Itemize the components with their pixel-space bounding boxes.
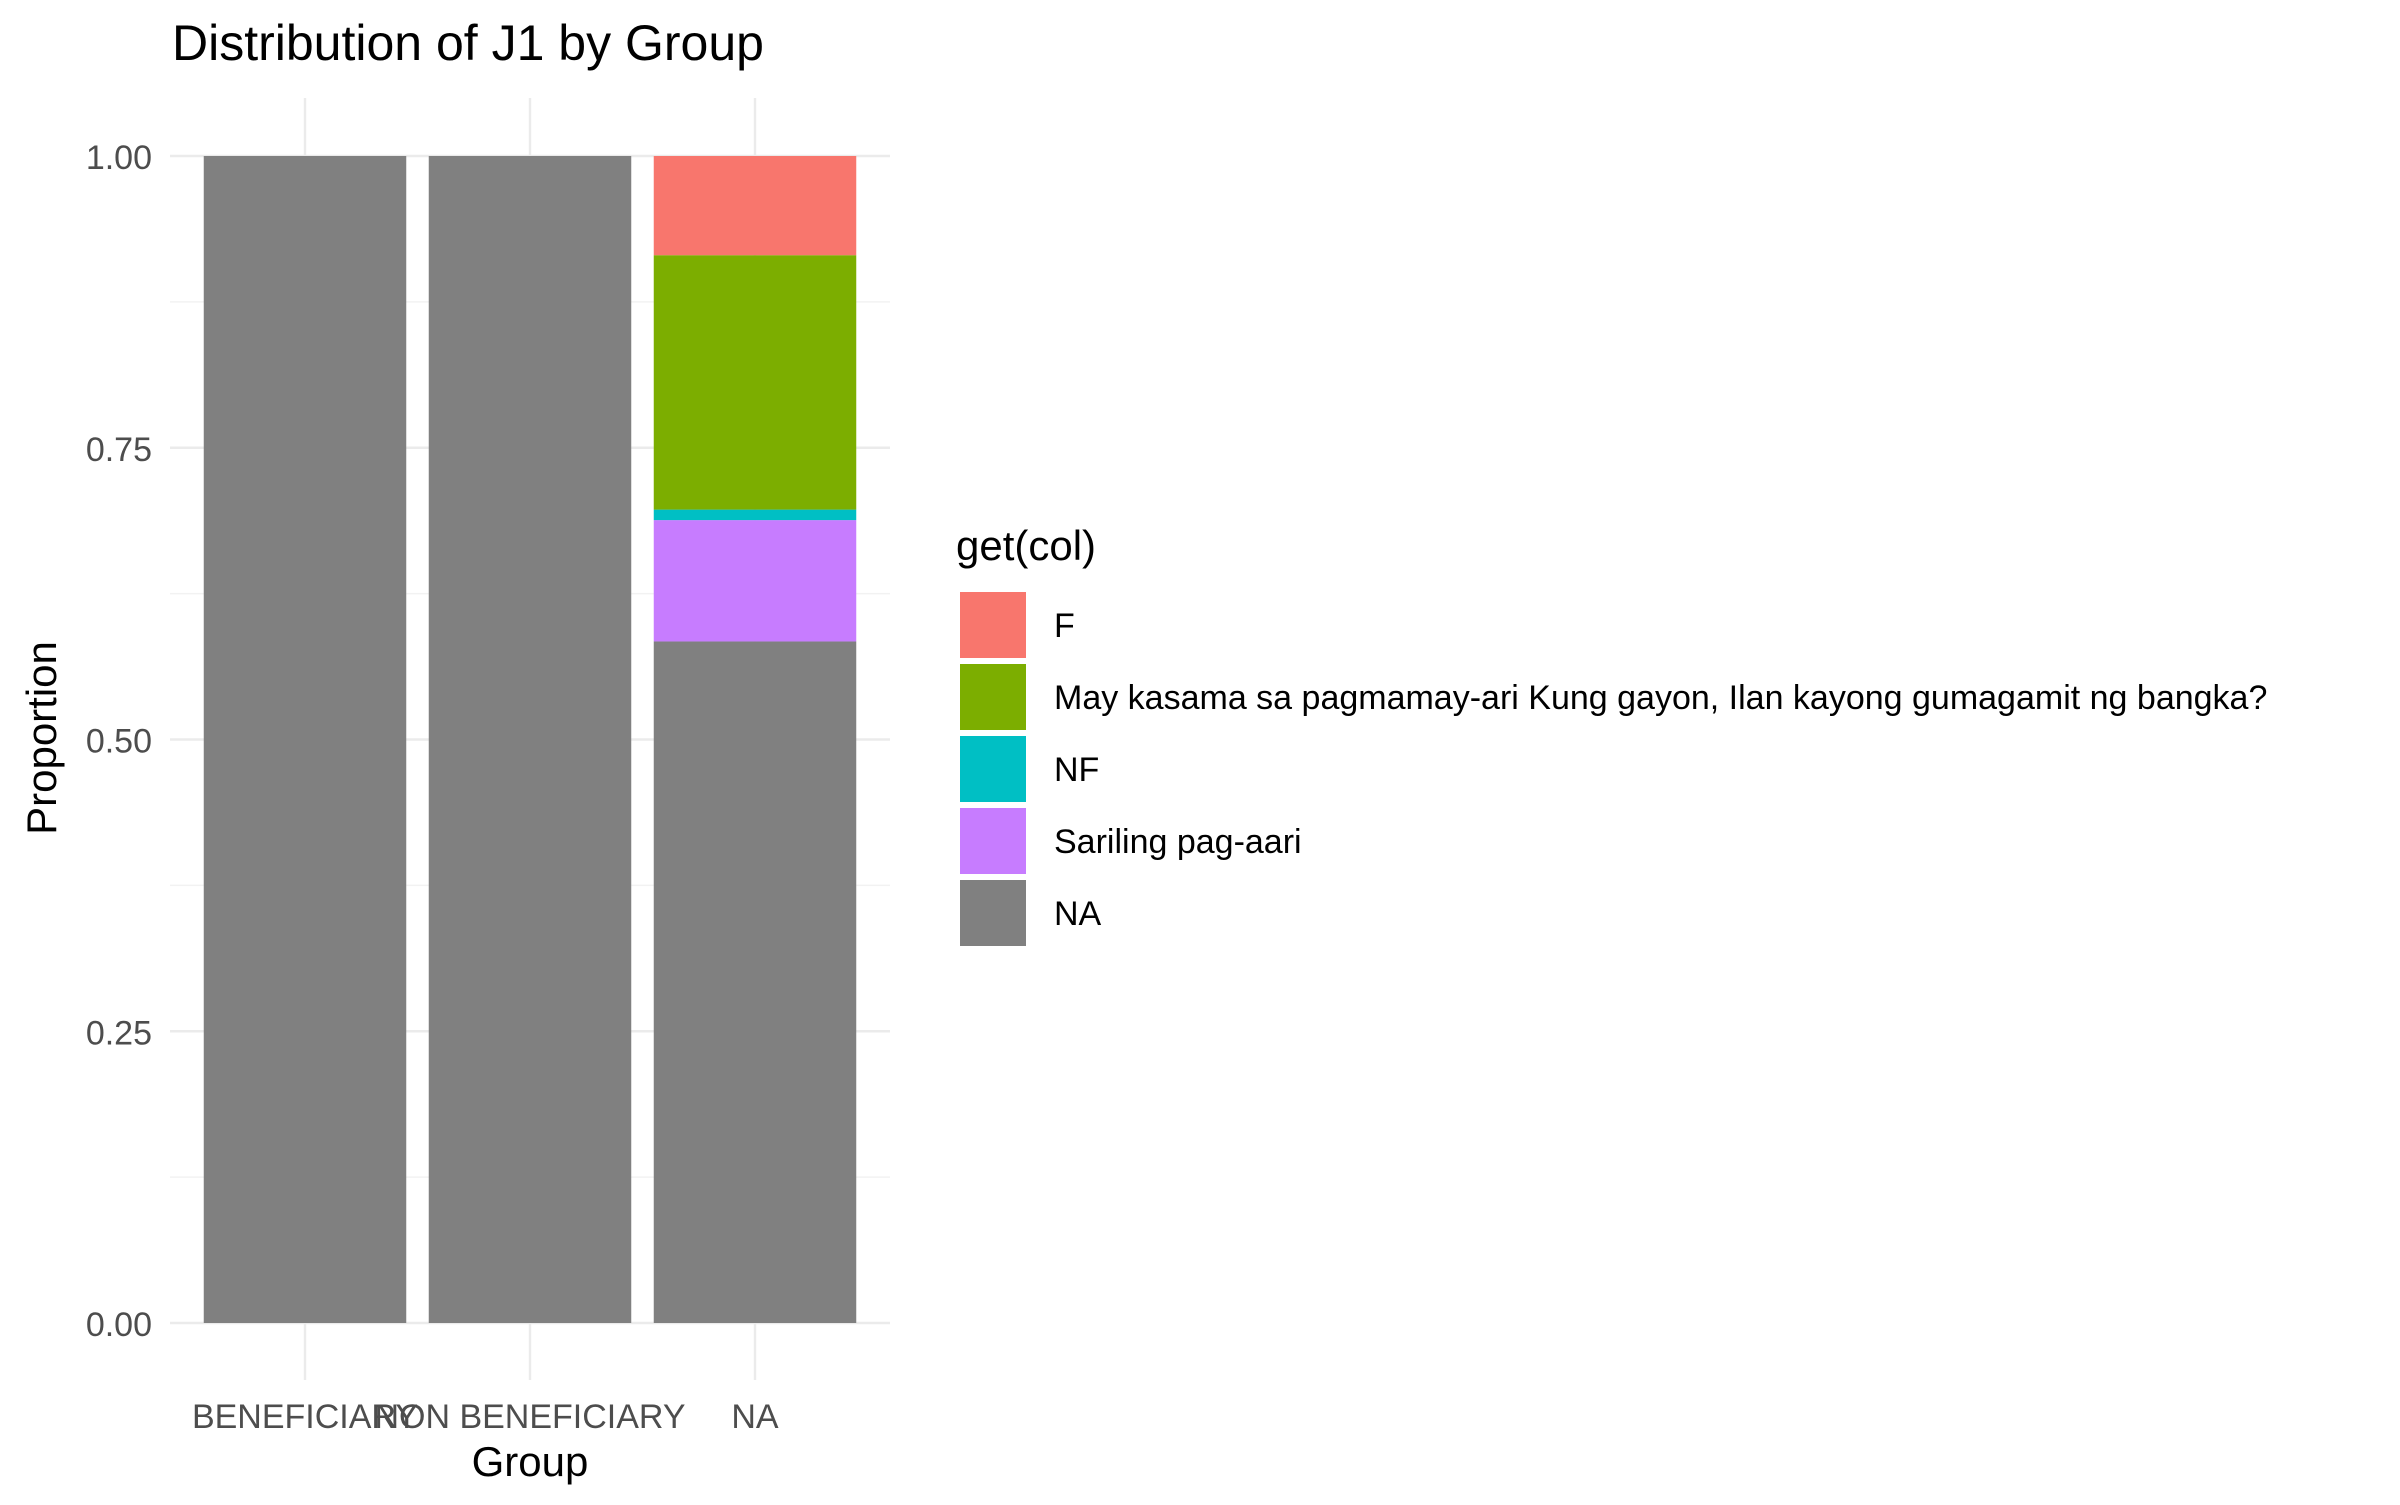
x-tick-label: NON BENEFICIARY: [374, 1398, 685, 1436]
legend-label: NA: [1054, 895, 1102, 933]
legend-label: Sariling pag-aari: [1054, 823, 1302, 861]
legend-label: NF: [1054, 751, 1099, 789]
bars: [203, 156, 857, 1323]
y-axis-label: Proportion: [18, 641, 65, 835]
bar-segment-3-4: [653, 255, 857, 510]
bar-segment-2-1: [428, 156, 632, 1323]
legend-key: [960, 736, 1026, 802]
legend-key: [960, 592, 1026, 658]
x-axis-label: Group: [472, 1438, 589, 1485]
y-tick-label: 1.00: [86, 139, 152, 177]
y-tick-label: 0.25: [86, 1014, 152, 1052]
bar-segment-3-3: [653, 509, 857, 521]
y-tick-label: 0.00: [86, 1306, 152, 1344]
bar-segment-3-2: [653, 520, 857, 642]
legend-key: [960, 808, 1026, 874]
legend-label: F: [1054, 607, 1075, 645]
legend-items: F May kasama sa pagmamay-ari Kung gayon, …: [960, 592, 2267, 946]
y-tick-label: 0.50: [86, 723, 152, 761]
legend-title: get(col): [956, 522, 1096, 569]
x-tick-label: BENEFICIARY: [192, 1398, 418, 1436]
legend-key: [960, 880, 1026, 946]
chart-title: Distribution of J1 by Group: [172, 15, 764, 71]
x-tick-label: NA: [731, 1398, 779, 1436]
legend-key: [960, 664, 1026, 730]
bar-segment-3-1: [653, 641, 857, 1323]
y-tick-labels: 0.00 0.25 0.50 0.75 1.00: [86, 139, 152, 1344]
bar-segment-3-5: [653, 156, 857, 256]
y-tick-label: 0.75: [86, 431, 152, 469]
legend: get(col) F May kasama sa pagmamay-ari Kun…: [956, 522, 2267, 946]
legend-label: May kasama sa pagmamay-ari Kung gayon, I…: [1054, 679, 2267, 717]
bar-segment-1-1: [203, 156, 407, 1323]
